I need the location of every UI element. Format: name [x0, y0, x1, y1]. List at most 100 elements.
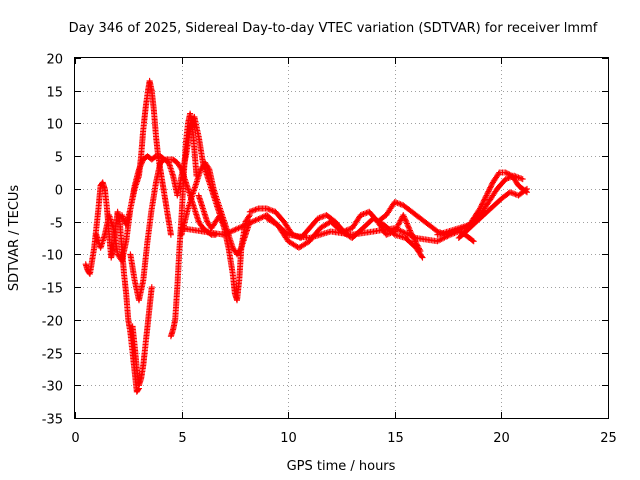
data-point-segment	[136, 157, 146, 173]
data-point-segment	[133, 385, 142, 395]
data-point-segment	[383, 200, 397, 219]
data-point-segment	[153, 161, 163, 186]
y-tick-label: -35	[42, 413, 63, 428]
data-point-segment	[148, 180, 159, 212]
data-point-segment	[208, 219, 218, 232]
data-point-segment	[174, 246, 183, 291]
data-point-segment	[182, 128, 193, 160]
data-point-segment	[116, 218, 125, 250]
data-point-segment	[210, 185, 223, 210]
data-point-segment	[208, 231, 219, 238]
satellite-trace-8	[195, 192, 253, 304]
y-tick-label: 0	[55, 184, 63, 199]
data-point-segment	[110, 225, 121, 256]
data-point-segment	[221, 222, 248, 238]
data-point-segment	[140, 344, 149, 369]
data-point-segment	[123, 290, 132, 322]
data-point-segment	[161, 192, 170, 211]
data-point-segment	[195, 133, 206, 165]
data-point-segment	[91, 207, 102, 251]
data-point-segment	[206, 166, 217, 191]
y-tick-label: 20	[46, 53, 63, 68]
y-tick-label: -15	[42, 282, 63, 297]
y-tick-label: 10	[46, 118, 63, 133]
axis-ticks	[75, 58, 609, 419]
data-point-segment	[359, 216, 376, 232]
data-point-segment	[234, 279, 242, 304]
data-point-segment	[180, 141, 189, 179]
y-tick-label: 15	[46, 86, 63, 101]
data-point-segment	[263, 215, 280, 228]
data-point-segment	[306, 226, 323, 245]
satellite-trace-6	[167, 110, 200, 340]
data-point-segment	[138, 128, 147, 160]
data-point-segment	[127, 251, 138, 282]
data-point-segment	[295, 239, 312, 251]
satellite-trace-5	[129, 284, 155, 389]
data-point-segment	[323, 212, 337, 224]
data-point-segment	[477, 206, 493, 222]
data-point-segment	[509, 172, 521, 188]
data-point-segment	[178, 174, 187, 219]
data-point-segment	[400, 202, 414, 214]
y-tick-label: -25	[42, 348, 63, 363]
satellite-trace-13	[434, 169, 530, 238]
data-point-segment	[242, 212, 269, 228]
data-point-segment	[381, 221, 397, 237]
x-tick-label: 10	[280, 431, 297, 446]
data-point-segment	[477, 200, 491, 219]
chart-title: Day 346 of 2025, Sidereal Day-to-day VTE…	[69, 21, 598, 36]
data-point-segment	[477, 193, 489, 212]
data-point-segment	[349, 213, 363, 232]
satellite-trace-2	[93, 77, 174, 264]
data-point-segment	[150, 107, 159, 138]
data-point-segment	[121, 271, 129, 296]
satellite-trace-14	[455, 185, 530, 241]
data-point-segment	[515, 185, 530, 199]
data-point-segment	[163, 205, 172, 224]
data-point-segment	[142, 324, 151, 349]
data-point-segment	[374, 213, 389, 225]
data-point-segment	[86, 246, 97, 277]
data-point-segment	[274, 221, 291, 243]
data-point-segment	[118, 239, 129, 264]
data-point-segment	[123, 207, 133, 228]
y-axis-label: SDTVAR / TECUs	[7, 185, 22, 292]
data-point-segment	[172, 285, 181, 323]
data-point-segment	[236, 246, 245, 284]
data-point-segment	[170, 156, 180, 165]
y-tick-label: -5	[50, 217, 63, 232]
data-point-segment	[146, 284, 155, 310]
data-point-segment	[202, 159, 212, 171]
data-point-segment	[487, 196, 504, 212]
data-point-segment	[246, 206, 260, 215]
data-point-segment	[494, 177, 508, 192]
data-point-segment	[466, 216, 482, 232]
data-point-segment	[131, 167, 142, 189]
data-point-segment	[489, 170, 502, 186]
data-point-segment	[144, 207, 155, 245]
data-point-segment	[225, 244, 236, 276]
data-point-segment	[272, 208, 286, 224]
data-point-segment	[148, 154, 158, 163]
y-tick-label: -30	[42, 380, 63, 395]
x-tick-label: 15	[387, 431, 404, 446]
data-point-segment	[148, 87, 157, 112]
data-point-segment	[466, 206, 483, 228]
data-point-segment	[191, 167, 204, 192]
satellite-trace-11	[263, 215, 426, 261]
data-point-segment	[185, 187, 197, 212]
data-point-segment	[159, 179, 168, 197]
data-point-segment	[425, 221, 440, 234]
data-point-segment	[413, 244, 426, 261]
y-tick-labels: -35 -30 -25 -20 -15 -10 -5 0 5 10 15 20	[42, 53, 63, 428]
x-axis-label: GPS time / hours	[287, 459, 396, 474]
data-point-segment	[144, 305, 153, 330]
data-point-segment	[402, 235, 419, 250]
plot-frame	[74, 57, 609, 419]
data-point-segment	[417, 215, 431, 227]
data-point-segment	[298, 226, 312, 241]
data-point-segment	[483, 180, 496, 199]
data-point-segment	[391, 199, 405, 208]
